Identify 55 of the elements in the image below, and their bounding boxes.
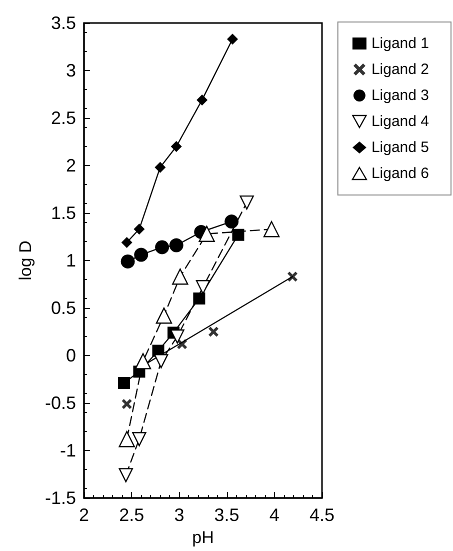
legend-label: Ligand 3: [371, 87, 430, 104]
point: [122, 398, 132, 409]
point: [169, 238, 184, 252]
point: [155, 240, 170, 254]
point: [227, 34, 238, 45]
legend-label: Ligand 1: [371, 35, 430, 52]
y-tick-label: 0.5: [50, 298, 76, 318]
point: [224, 214, 239, 229]
point: [121, 236, 132, 248]
point: [172, 268, 188, 285]
x-tick-label: 2.5: [119, 505, 144, 525]
y-tick-label: 1: [66, 250, 76, 270]
point: [118, 431, 135, 448]
y-tick-label: -0.5: [44, 393, 76, 413]
point: [240, 195, 254, 210]
point: [198, 226, 215, 242]
y-tick-label: 0: [66, 346, 76, 366]
point: [196, 280, 210, 294]
y-tick-label: -1: [60, 440, 76, 460]
y-tick-label: -1.5: [44, 488, 76, 508]
point: [263, 221, 280, 238]
point: [208, 326, 218, 337]
point: [193, 292, 206, 304]
x-tick-label: 3.5: [214, 505, 240, 525]
legend-label: Ligand 6: [371, 165, 430, 182]
y-tick-label: 3.5: [50, 13, 76, 33]
point: [134, 224, 145, 235]
legend-label: Ligand 2: [371, 61, 430, 78]
y-tick-label: 1.5: [50, 203, 76, 223]
x-tick-label: 4: [269, 505, 280, 525]
point: [120, 254, 135, 268]
x-tick-label: 4.5: [309, 505, 335, 525]
x-tick-label: 2: [78, 505, 90, 525]
y-axis-title: log D: [16, 240, 35, 280]
y-tick-label: 2: [66, 156, 76, 176]
point: [196, 94, 208, 106]
x-tick-label: 3: [174, 505, 184, 525]
point: [287, 272, 298, 282]
point: [170, 329, 184, 344]
y-tick-label: 2.5: [50, 108, 76, 128]
point: [134, 248, 148, 262]
point: [156, 308, 172, 324]
x-axis-title: pH: [192, 528, 214, 547]
point: [134, 353, 152, 370]
legend-label: Ligand 5: [371, 139, 430, 156]
point: [132, 432, 146, 446]
point: [118, 468, 133, 482]
point: [154, 354, 168, 368]
legend-label: Ligand 4: [371, 113, 430, 130]
point: [232, 228, 244, 241]
point: [154, 162, 166, 173]
point: [170, 141, 182, 152]
point: [118, 377, 130, 390]
point: [177, 339, 188, 350]
y-tick-label: 3: [66, 60, 76, 80]
